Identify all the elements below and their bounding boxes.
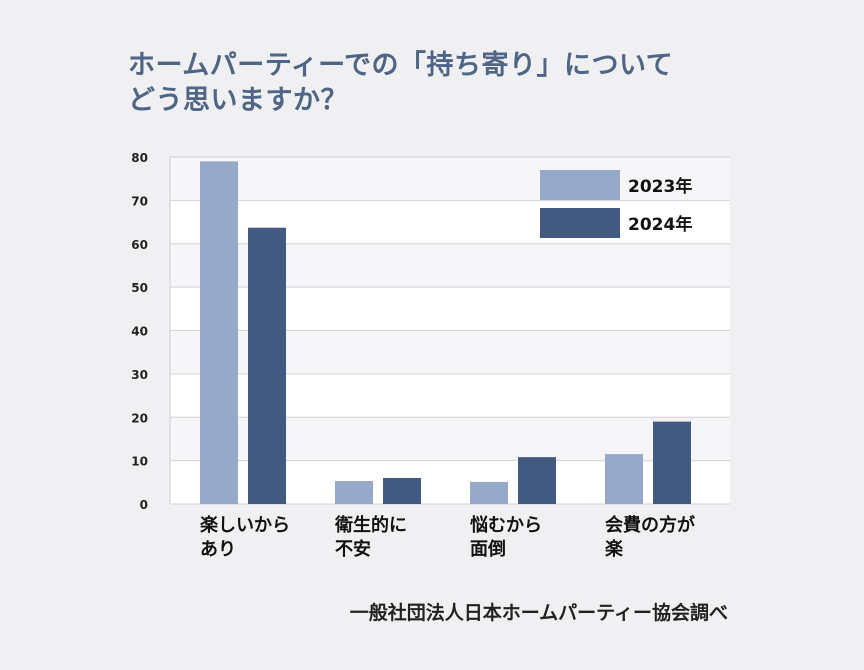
bar-2024-3	[653, 421, 691, 504]
y-tick-label: 20	[131, 411, 148, 425]
x-category-label: 楽	[605, 538, 624, 560]
y-tick-label: 10	[131, 455, 148, 469]
y-tick-label: 0	[140, 498, 148, 512]
bar-2023-2	[470, 481, 508, 504]
x-category-label: 衛生的に	[334, 514, 407, 536]
x-category-label: 楽しいから	[200, 514, 290, 536]
chart-title-line-1: ホームパーティーでの「持ち寄り」について	[128, 50, 674, 81]
legend-swatch-0	[540, 170, 620, 200]
x-category-label: 面倒	[470, 539, 506, 560]
x-category-label: あり	[200, 539, 236, 560]
legend-label-0: 2023年	[628, 176, 692, 197]
plot-band	[170, 157, 730, 201]
chart-title-line-2: どう思いますか？	[128, 85, 348, 116]
x-category-label: 会費の方が	[605, 514, 695, 536]
y-tick-label: 30	[131, 368, 148, 382]
y-tick-label: 70	[131, 194, 148, 208]
bar-2024-2	[518, 457, 556, 504]
bar-2024-1	[383, 477, 421, 504]
chart-title: ホームパーティーでの「持ち寄り」について どう思いますか？	[128, 48, 768, 118]
y-tick-label: 80	[131, 151, 148, 165]
x-category-label: 悩むから	[470, 514, 542, 536]
bar-2024-0	[248, 227, 286, 505]
y-tick-label: 50	[131, 281, 148, 295]
legend-swatch-1	[540, 208, 620, 238]
y-tick-label: 60	[131, 238, 148, 252]
y-tick-label: 40	[131, 325, 148, 339]
bar-2023-0	[200, 161, 238, 504]
legend-label-1: 2024年	[628, 214, 692, 235]
source-note: 一般社団法人日本ホームパーティー協会調べ	[349, 602, 728, 624]
bar-2023-3	[605, 454, 643, 504]
x-category-label: 不安	[335, 538, 371, 560]
bar-2023-1	[335, 481, 373, 504]
